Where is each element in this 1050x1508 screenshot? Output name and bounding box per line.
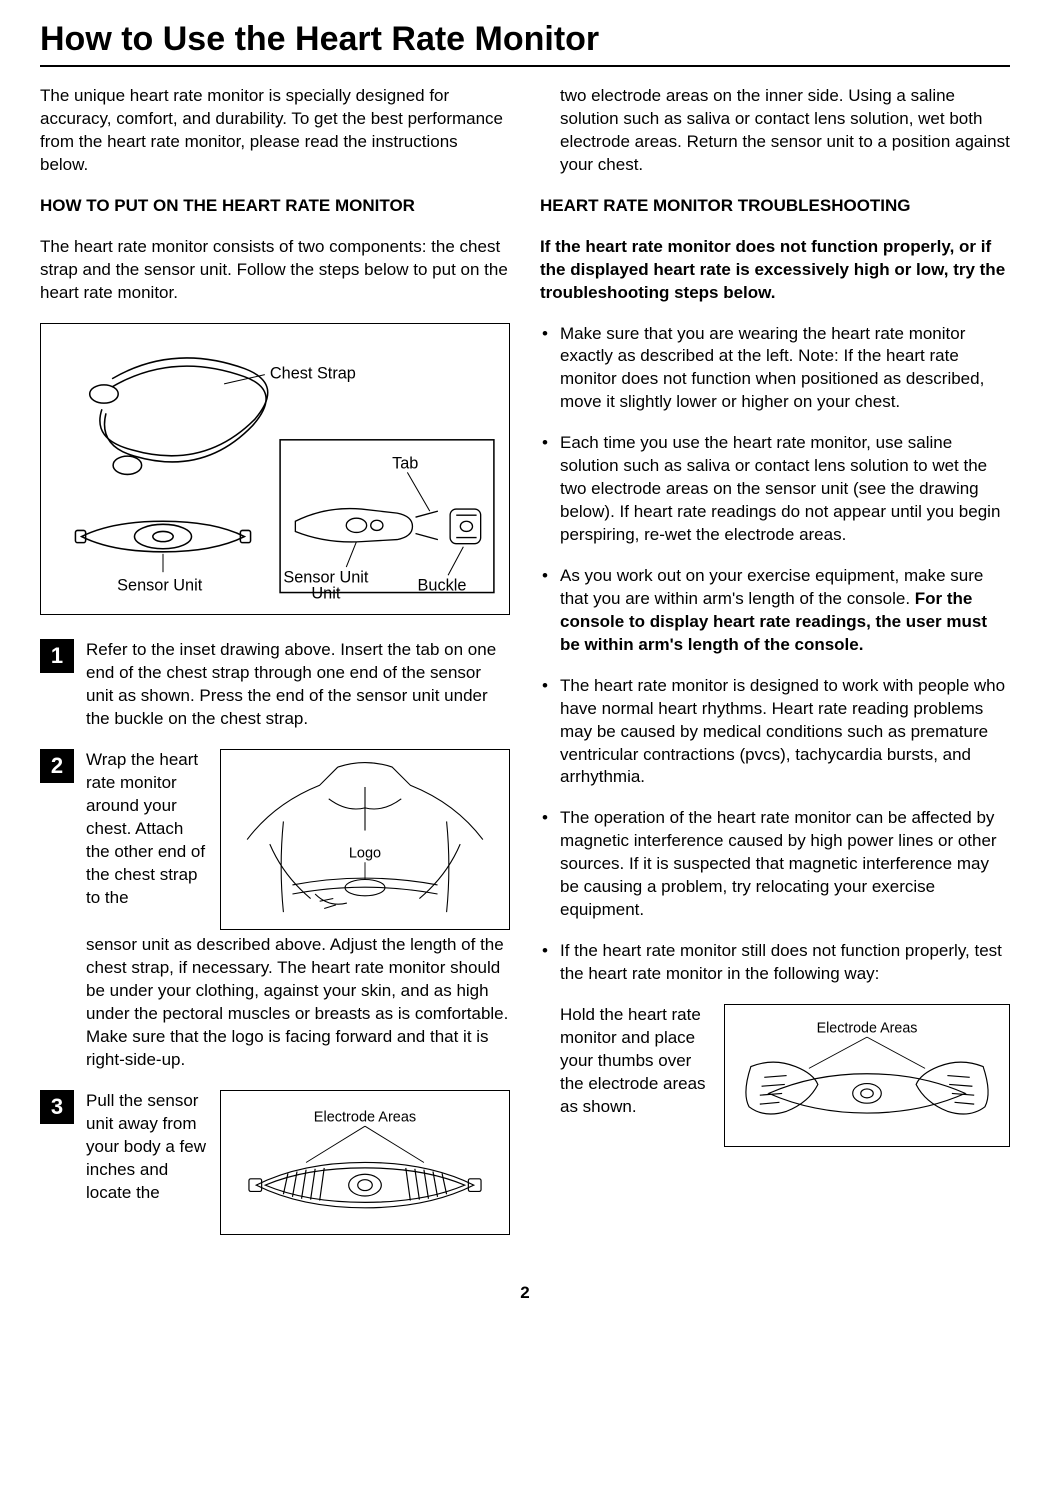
step-2: 2 Wrap the heart rate monitor around you… (40, 749, 510, 1072)
step-3-body: Pull the sensor unit away from your body… (86, 1090, 510, 1235)
bullet-4: The heart rate monitor is designed to wo… (540, 675, 1010, 790)
bullet-3: As you work out on your exercise equipme… (540, 565, 1010, 657)
left-column: The unique heart rate monitor is special… (40, 85, 510, 1253)
ts-test-text: Hold the heart rate monitor and place yo… (560, 1004, 710, 1119)
label-sensor-unit-left: Sensor Unit (117, 576, 203, 594)
label-electrode-areas-2: Electrode Areas (817, 1021, 918, 1037)
step-1: 1 Refer to the inset drawing above. Inse… (40, 639, 510, 731)
col2-continuation: two electrode areas on the inner side. U… (540, 85, 1010, 177)
label-electrode-areas-1: Electrode Areas (314, 1109, 416, 1125)
step-1-body: Refer to the inset drawing above. Insert… (86, 639, 510, 731)
bullet-5: The operation of the heart rate monitor … (540, 807, 1010, 922)
step-2-text-left: Wrap the heart rate monitor around your … (86, 749, 206, 910)
step-1-number: 1 (40, 639, 74, 673)
label-chest-strap: Chest Strap (270, 364, 356, 382)
step-3-text-left: Pull the sensor unit away from your body… (86, 1090, 206, 1205)
label-tab: Tab (392, 454, 418, 472)
troubleshooting-intro: If the heart rate monitor does not funct… (540, 236, 1010, 305)
step-2-body: Wrap the heart rate monitor around your … (86, 749, 510, 1072)
bullet-2: Each time you use the heart rate monitor… (540, 432, 1010, 547)
label-sensor-unit-right-2: Unit (311, 584, 340, 602)
label-buckle: Buckle (418, 576, 467, 594)
intro-paragraph: The unique heart rate monitor is special… (40, 85, 510, 177)
step-2-text-below: sensor unit as described above. Adjust t… (86, 934, 510, 1072)
page-title: How to Use the Heart Rate Monitor (40, 20, 1010, 67)
diagram-svg-1: Chest Strap Sensor Unit (51, 338, 499, 603)
page-number: 2 (40, 1283, 1010, 1303)
diagram-torso: Logo (220, 749, 510, 930)
put-on-heading: HOW TO PUT ON THE HEART RATE MONITOR (40, 195, 510, 218)
bullet-1: Make sure that you are wearing the heart… (540, 323, 1010, 415)
diagram-electrodes-1: Electrode Areas (220, 1090, 510, 1235)
step-3: 3 Pull the sensor unit away from your bo… (40, 1090, 510, 1235)
step-2-number: 2 (40, 749, 74, 783)
put-on-intro: The heart rate monitor consists of two c… (40, 236, 510, 305)
two-column-layout: The unique heart rate monitor is special… (40, 85, 1010, 1253)
step-1-text: Refer to the inset drawing above. Insert… (86, 640, 496, 728)
label-logo: Logo (349, 846, 381, 862)
bullet-6: If the heart rate monitor still does not… (540, 940, 1010, 986)
troubleshooting-test-row: Hold the heart rate monitor and place yo… (560, 1004, 1010, 1147)
diagram-electrodes-2: Electrode Areas (724, 1004, 1010, 1147)
troubleshooting-bullets: Make sure that you are wearing the heart… (540, 323, 1010, 986)
diagram-chest-strap: Chest Strap Sensor Unit (40, 323, 510, 616)
troubleshooting-heading: HEART RATE MONITOR TROUBLESHOOTING (540, 195, 1010, 218)
step-3-number: 3 (40, 1090, 74, 1124)
right-column: two electrode areas on the inner side. U… (540, 85, 1010, 1253)
